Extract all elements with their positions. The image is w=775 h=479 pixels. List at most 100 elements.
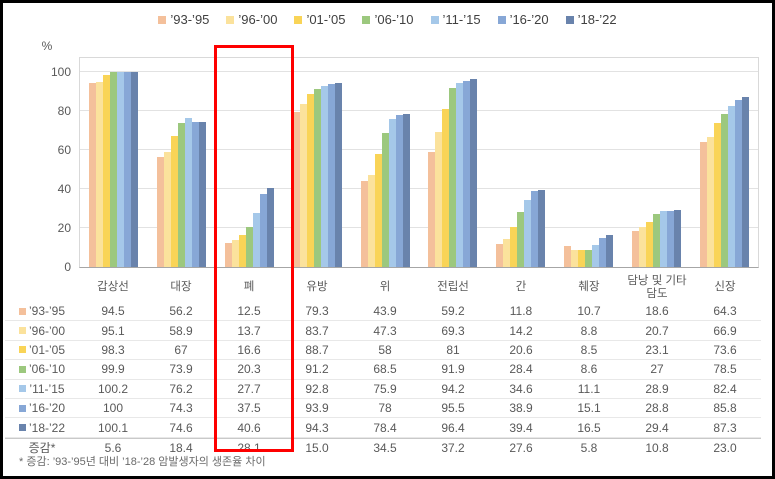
bar xyxy=(713,123,721,267)
table-cell: 29.4 xyxy=(645,420,669,435)
bar xyxy=(570,249,578,267)
bar xyxy=(360,181,368,267)
legend-item: ’93-’95 xyxy=(158,12,209,27)
legend-item: ’96-’00 xyxy=(226,12,277,27)
table-cell: 96.4 xyxy=(441,420,465,435)
table-cell: 14.2 xyxy=(509,323,533,338)
table-cell: 37.5 xyxy=(237,401,261,416)
table-cell: 47.3 xyxy=(373,323,397,338)
table-cell: 95.5 xyxy=(441,401,465,416)
table-row: ’16-’20 100 74.3 37.5 93.9 78 95.5 38.9 15.1 28.8… xyxy=(5,399,761,419)
table-cell: 10.7 xyxy=(577,304,601,319)
table-cell: 11.1 xyxy=(577,381,601,396)
gridline xyxy=(80,149,758,150)
bar xyxy=(531,191,539,267)
legend-swatch-icon xyxy=(565,15,574,24)
legend-item: ’18-’22 xyxy=(565,12,617,27)
row-swatch-icon xyxy=(18,346,26,354)
category-label: 위 xyxy=(379,281,391,294)
bar xyxy=(178,122,186,267)
table-cell: 75.9 xyxy=(373,381,397,396)
table-cell: 20.6 xyxy=(509,342,533,357)
table-cell: 15.0 xyxy=(305,440,329,455)
bar xyxy=(185,118,193,267)
table-cell: 43.9 xyxy=(373,304,397,319)
legend-item: ’16-’20 xyxy=(497,12,549,27)
table-cell: 73.9 xyxy=(169,362,193,377)
table-cell: 78 xyxy=(378,401,392,416)
bar xyxy=(470,79,478,267)
table-cell: 98.3 xyxy=(101,342,125,357)
bar xyxy=(259,193,267,267)
bar xyxy=(266,187,274,267)
legend-item: ’11-’15 xyxy=(430,12,481,27)
bar xyxy=(741,96,749,267)
table-row-label: ’01-’05 xyxy=(5,343,79,357)
bar xyxy=(734,99,742,267)
row-label-text: ’16-’20 xyxy=(28,401,66,416)
category-labels: 갑상선 대장 폐 유방 위 전립선 간 췌장 담낭 및 기타담도 신장 xyxy=(79,273,759,303)
category-label: 신장 xyxy=(714,281,736,294)
row-swatch-icon xyxy=(18,327,26,335)
legend-label: ’93-’95 xyxy=(170,12,210,27)
legend-swatch-icon xyxy=(362,15,371,24)
table-cell: 95.1 xyxy=(101,323,125,338)
legend-label: ’01-’05 xyxy=(306,12,346,27)
category-label: 전립선 xyxy=(437,281,469,294)
bar xyxy=(463,80,471,267)
bar xyxy=(673,209,681,267)
row-swatch-icon xyxy=(18,365,26,373)
table-row: 증감* 5.6 18.4 28.1 15.0 34.5 37.2 27.6 5.8 10.8 23.… xyxy=(5,437,761,457)
bar xyxy=(327,83,335,267)
bar xyxy=(131,71,139,267)
bar xyxy=(381,133,389,267)
row-swatch-icon xyxy=(18,404,26,412)
bar xyxy=(449,87,457,267)
table-cell: 23.0 xyxy=(713,440,737,455)
bar xyxy=(313,89,321,267)
table-cell: 12.5 xyxy=(237,304,261,319)
bar xyxy=(442,109,450,267)
bar xyxy=(524,199,532,267)
bar xyxy=(720,113,728,267)
table-cell: 81 xyxy=(446,342,460,357)
table-cell: 73.6 xyxy=(713,342,737,357)
table-cell: 15.1 xyxy=(577,401,601,416)
table-cell: 99.9 xyxy=(101,362,125,377)
legend-swatch-icon xyxy=(226,15,235,24)
bar xyxy=(306,94,314,267)
table-cell: 34.5 xyxy=(373,440,397,455)
legend-item: ’01-’05 xyxy=(294,12,345,27)
bar xyxy=(238,234,246,267)
table-cell: 74.3 xyxy=(169,401,193,416)
table-cell: 82.4 xyxy=(713,381,737,396)
table-cell: 16.5 xyxy=(577,420,601,435)
bar xyxy=(388,119,396,267)
table-row-label: ’96-’00 xyxy=(5,324,79,338)
bar-group xyxy=(690,58,758,267)
table-cell: 18.6 xyxy=(645,304,669,319)
bar xyxy=(299,103,307,267)
bar xyxy=(456,83,464,267)
row-label-text: ’18-’22 xyxy=(28,420,66,435)
table-cell: 91.2 xyxy=(305,362,329,377)
table-cell: 69.3 xyxy=(441,323,465,338)
table-cell: 8.5 xyxy=(580,342,598,357)
bar xyxy=(245,227,253,267)
table-cell: 68.5 xyxy=(373,362,397,377)
bar-group xyxy=(622,58,690,267)
table-cell: 100.1 xyxy=(97,420,129,435)
y-axis-tick-label: 80 xyxy=(57,104,71,118)
y-axis-tick-label: 100 xyxy=(50,65,71,79)
bar xyxy=(192,122,200,267)
bar xyxy=(652,214,660,267)
table-cell: 91.9 xyxy=(441,362,465,377)
legend-swatch-icon xyxy=(430,15,439,24)
table-cell: 38.9 xyxy=(509,401,533,416)
table-cell: 76.2 xyxy=(169,381,193,396)
bar xyxy=(231,240,239,267)
data-table: ’93-’95 94.5 56.2 12.5 79.3 43.9 59.2 11.8 10.7 1… xyxy=(5,302,761,457)
table-cell: 67 xyxy=(174,342,188,357)
y-axis-tick-label: 20 xyxy=(57,221,71,235)
bar xyxy=(334,83,342,267)
